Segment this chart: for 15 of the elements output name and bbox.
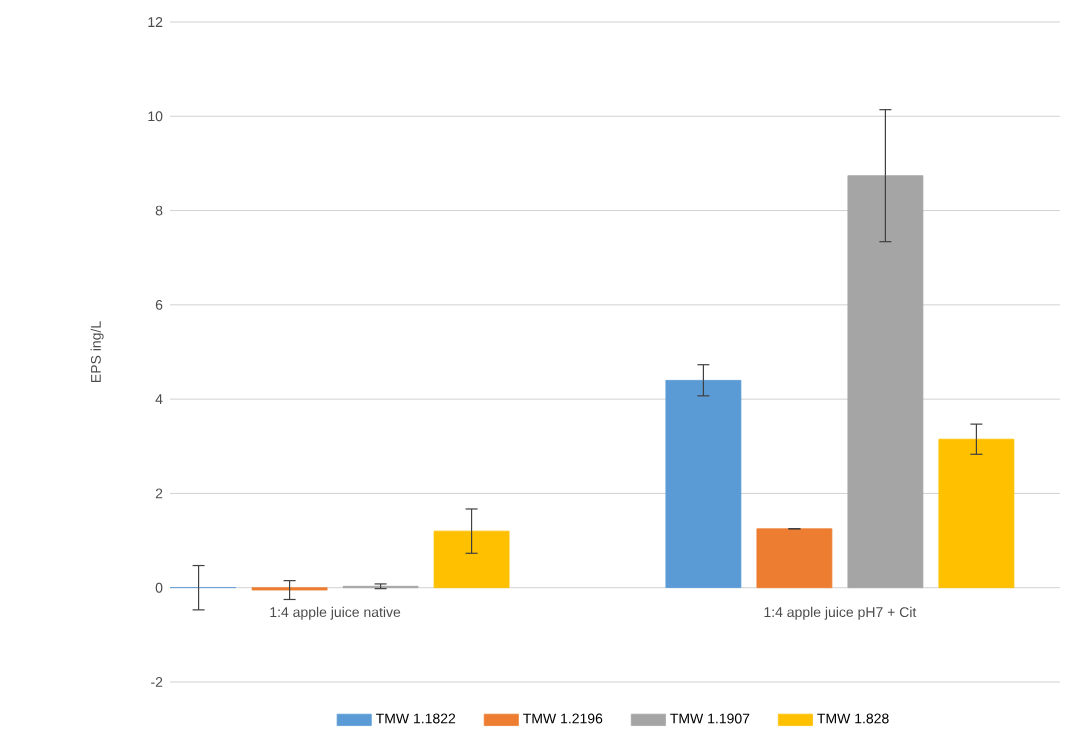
x-tick-label: 1:4 apple juice pH7 + Cit bbox=[764, 606, 917, 620]
y-axis-title: EPS ing/L bbox=[90, 321, 104, 382]
legend-label: TMW 1.1822 bbox=[375, 713, 456, 724]
legend-label: TMW 1.828 bbox=[817, 713, 889, 724]
y-tick-label: 2 bbox=[155, 488, 163, 499]
x-tick-label: 1:4 apple juice native bbox=[270, 606, 401, 620]
y-tick-label: 8 bbox=[155, 205, 163, 216]
y-tick-label: 4 bbox=[155, 394, 163, 404]
y-tick-label: 12 bbox=[148, 17, 163, 27]
y-tick-label: 6 bbox=[155, 299, 163, 310]
legend-label: TMW 1.1907 bbox=[670, 713, 750, 724]
y-tick-label: 10 bbox=[148, 111, 163, 122]
legend-label: TMW 1.2196 bbox=[523, 713, 603, 724]
y-tick-label: -2 bbox=[151, 677, 163, 687]
y-tick-label: 0 bbox=[155, 582, 163, 593]
